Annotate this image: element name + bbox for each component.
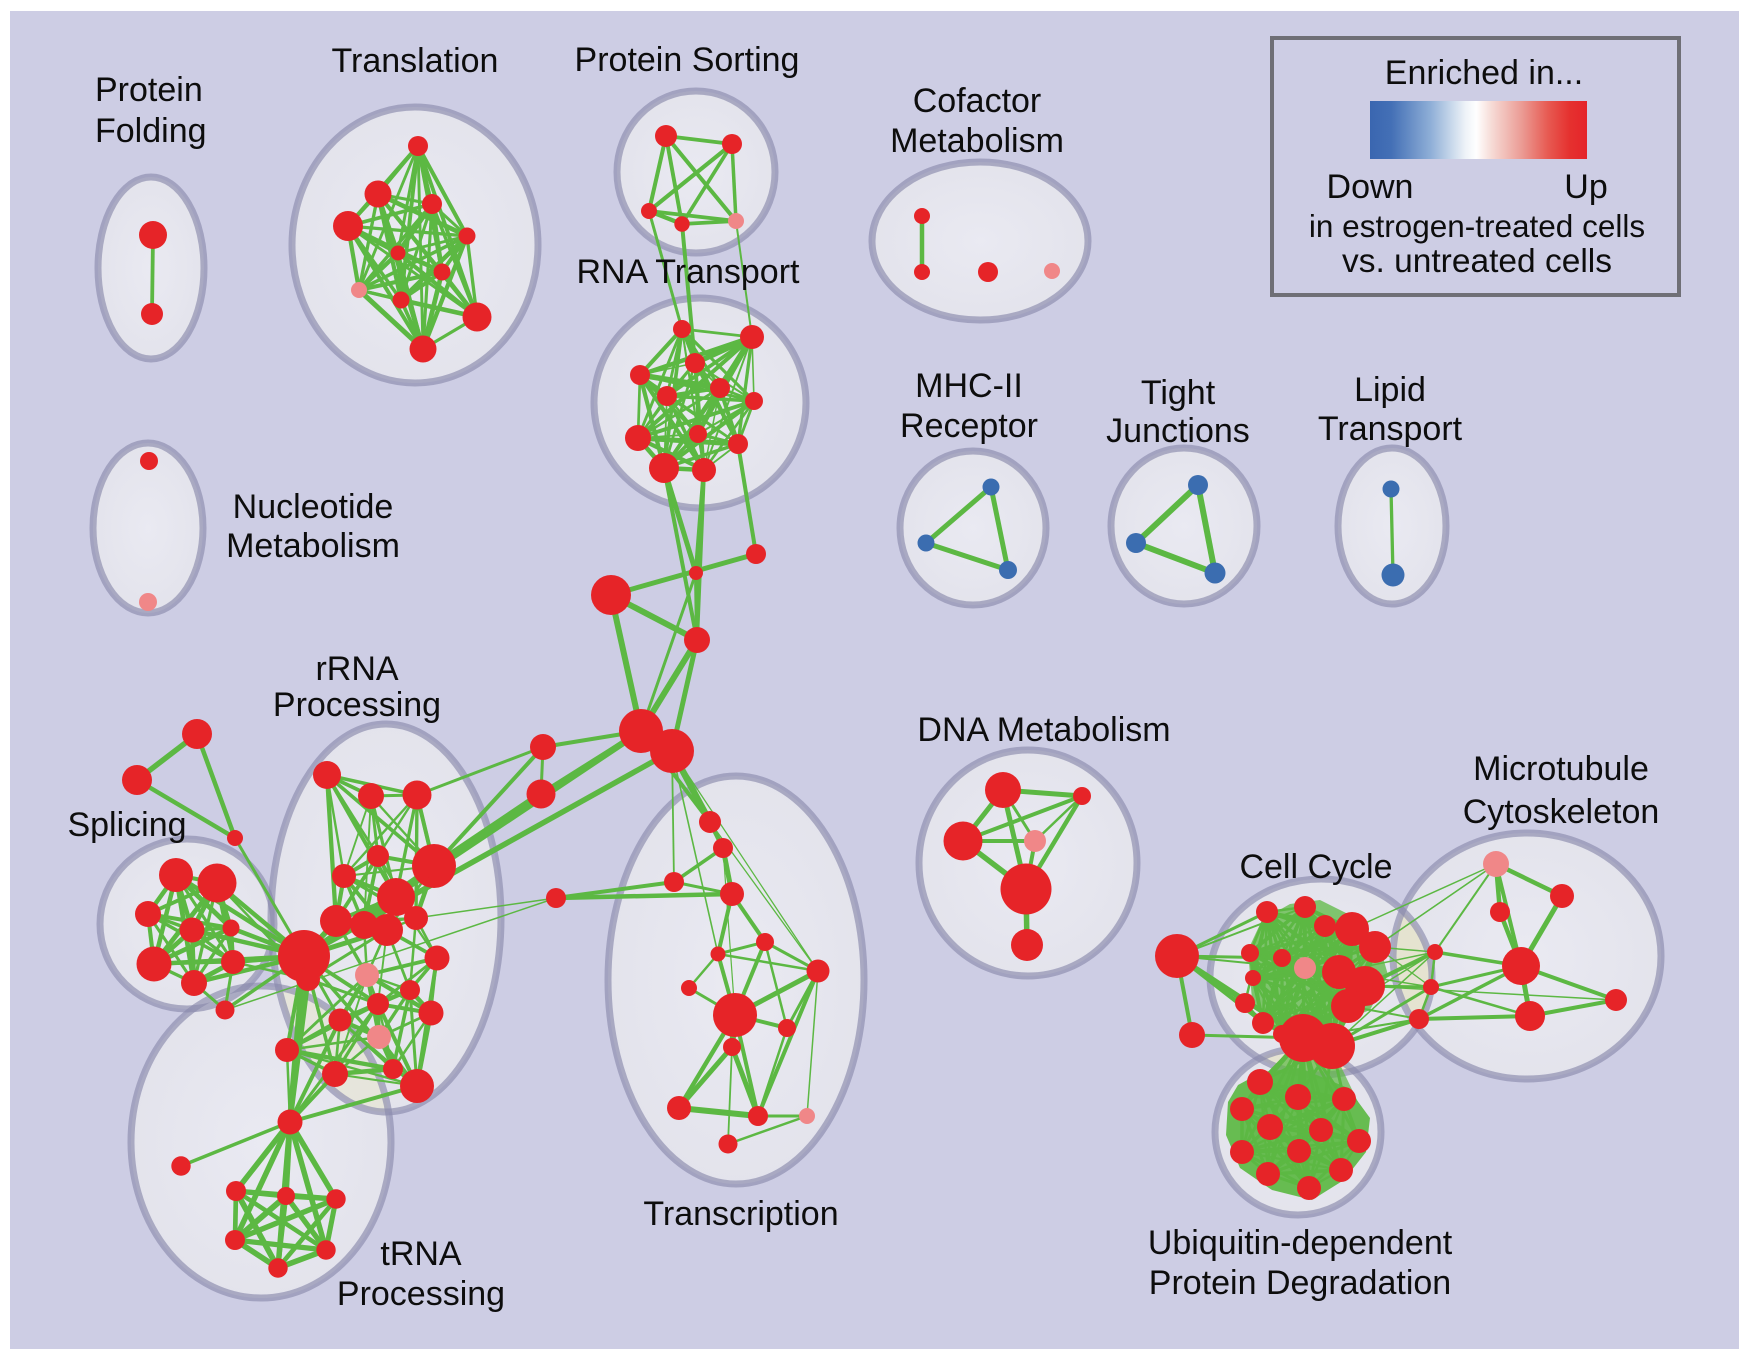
svg-text:Transport: Transport	[1318, 410, 1463, 448]
svg-text:Transcription: Transcription	[643, 1195, 838, 1233]
svg-text:DNA Metabolism: DNA Metabolism	[917, 711, 1170, 749]
svg-text:Cytoskeleton: Cytoskeleton	[1463, 793, 1660, 831]
svg-text:Receptor: Receptor	[900, 407, 1038, 445]
svg-text:RNA Transport: RNA Transport	[577, 253, 801, 291]
svg-text:Tight: Tight	[1141, 374, 1216, 412]
svg-text:Up: Up	[1564, 168, 1607, 206]
svg-text:Metabolism: Metabolism	[890, 122, 1064, 160]
svg-text:Lipid: Lipid	[1354, 371, 1426, 409]
svg-text:Nucleotide: Nucleotide	[233, 488, 394, 526]
svg-text:Protein Sorting: Protein Sorting	[575, 41, 800, 79]
svg-text:MHC-II: MHC-II	[915, 367, 1023, 405]
svg-text:Processing: Processing	[337, 1275, 505, 1313]
svg-text:Cofactor: Cofactor	[913, 82, 1042, 120]
svg-text:Cell Cycle: Cell Cycle	[1239, 848, 1392, 886]
svg-text:vs. untreated cells: vs. untreated cells	[1342, 243, 1612, 280]
svg-text:Folding: Folding	[95, 112, 207, 150]
svg-text:rRNA: rRNA	[315, 650, 398, 688]
svg-text:tRNA: tRNA	[380, 1235, 462, 1273]
svg-text:Protein: Protein	[95, 71, 203, 109]
svg-text:Junctions: Junctions	[1106, 412, 1250, 450]
svg-text:Protein Degradation: Protein Degradation	[1149, 1264, 1451, 1302]
svg-text:Splicing: Splicing	[67, 806, 186, 844]
svg-text:Processing: Processing	[273, 686, 441, 724]
svg-text:Down: Down	[1327, 168, 1414, 206]
svg-text:Metabolism: Metabolism	[226, 527, 400, 565]
svg-text:Ubiquitin-dependent: Ubiquitin-dependent	[1148, 1224, 1453, 1262]
svg-text:Enriched in...: Enriched in...	[1385, 54, 1583, 92]
svg-text:Microtubule: Microtubule	[1473, 750, 1649, 788]
svg-text:in estrogen-treated cells: in estrogen-treated cells	[1309, 208, 1645, 244]
svg-text:Translation: Translation	[332, 42, 499, 80]
